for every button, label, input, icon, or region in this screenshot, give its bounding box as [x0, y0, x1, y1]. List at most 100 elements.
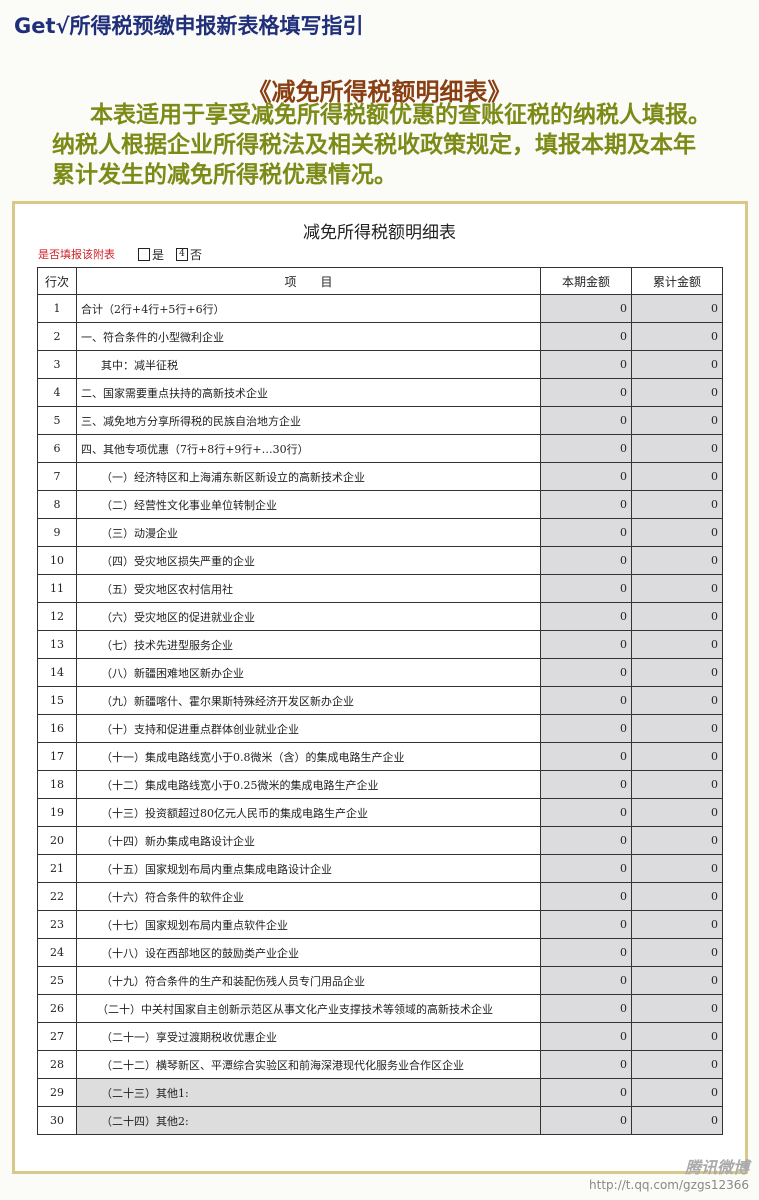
- row-number: 22: [37, 882, 77, 911]
- current-amount-cell[interactable]: 0: [540, 1106, 632, 1135]
- cumulative-amount-cell[interactable]: 0: [631, 994, 723, 1023]
- table-row: 15 （九）新疆喀什、霍尔果斯特殊经济开发区新办企业 0 0: [37, 686, 723, 715]
- weibo-watermark: 腾讯微博 http://t.qq.com/gzgs12366: [589, 1154, 749, 1192]
- table-row: 11 （五）受灾地区农村信用社 0 0: [37, 574, 723, 603]
- table-row: 27 （二十一）享受过渡期税收优惠企业 0 0: [37, 1022, 723, 1051]
- table-row: 1 合计（2行+4行+5行+6行） 0 0: [37, 294, 723, 323]
- cumulative-amount-cell[interactable]: 0: [631, 602, 723, 631]
- current-amount-cell[interactable]: 0: [540, 1050, 632, 1079]
- cumulative-amount-cell[interactable]: 0: [631, 1022, 723, 1051]
- row-item: （四）受灾地区损失严重的企业: [76, 546, 541, 575]
- current-amount-cell[interactable]: 0: [540, 574, 632, 603]
- table-row: 29 （二十三）其他1: 0 0: [37, 1078, 723, 1107]
- cumulative-amount-cell[interactable]: 0: [631, 490, 723, 519]
- current-amount-cell[interactable]: 0: [540, 602, 632, 631]
- row-number: 3: [37, 350, 77, 379]
- current-amount-cell[interactable]: 0: [540, 798, 632, 827]
- cumulative-amount-cell[interactable]: 0: [631, 770, 723, 799]
- current-amount-cell[interactable]: 0: [540, 434, 632, 463]
- checkbox-no[interactable]: 4: [176, 248, 189, 261]
- table-row: 14 （八）新疆困难地区新办企业 0 0: [37, 658, 723, 687]
- table-row: 26 （二十）中关村国家自主创新示范区从事文化产业支撑技术等领域的高新技术企业 0 0: [37, 994, 723, 1023]
- row-item: （八）新疆困难地区新办企业: [76, 658, 541, 687]
- current-amount-cell[interactable]: 0: [540, 546, 632, 575]
- current-amount-cell[interactable]: 0: [540, 686, 632, 715]
- cumulative-amount-cell[interactable]: 0: [631, 406, 723, 435]
- current-amount-cell[interactable]: 0: [540, 462, 632, 491]
- current-amount-cell[interactable]: 0: [540, 826, 632, 855]
- current-amount-cell[interactable]: 0: [540, 350, 632, 379]
- cumulative-amount-cell[interactable]: 0: [631, 826, 723, 855]
- row-item: （九）新疆喀什、霍尔果斯特殊经济开发区新办企业: [76, 686, 541, 715]
- cumulative-amount-cell[interactable]: 0: [631, 1078, 723, 1107]
- cumulative-amount-cell[interactable]: 0: [631, 854, 723, 883]
- cumulative-amount-cell[interactable]: 0: [631, 798, 723, 827]
- current-amount-cell[interactable]: 0: [540, 322, 632, 351]
- current-amount-cell[interactable]: 0: [540, 1022, 632, 1051]
- intro-text-body: 本表适用于享受减免所得税额优惠的查账征税的纳税人填报。纳税人根据企业所得税法及相…: [52, 102, 711, 188]
- current-amount-cell[interactable]: 0: [540, 966, 632, 995]
- cumulative-amount-cell[interactable]: 0: [631, 294, 723, 323]
- cumulative-amount-cell[interactable]: 0: [631, 966, 723, 995]
- row-item: （十九）符合条件的生产和装配伤残人员专门用品企业: [76, 966, 541, 995]
- fill-options: 是 4 否: [138, 246, 202, 263]
- current-amount-cell[interactable]: 0: [540, 630, 632, 659]
- row-item: （七）技术先进型服务企业: [76, 630, 541, 659]
- checkbox-yes[interactable]: [138, 248, 150, 261]
- row-item: （十七）国家规划布局内重点软件企业: [76, 910, 541, 939]
- page-title: Get√所得税预缴申报新表格填写指引: [14, 14, 364, 38]
- row-item: （十四）新办集成电路设计企业: [76, 826, 541, 855]
- cumulative-amount-cell[interactable]: 0: [631, 350, 723, 379]
- table-row: 17 （十一）集成电路线宽小于0.8微米（含）的集成电路生产企业 0 0: [37, 742, 723, 771]
- cumulative-amount-cell[interactable]: 0: [631, 574, 723, 603]
- row-number: 5: [37, 406, 77, 435]
- row-item: （十三）投资额超过80亿元人民币的集成电路生产企业: [76, 798, 541, 827]
- cumulative-amount-cell[interactable]: 0: [631, 322, 723, 351]
- row-number: 29: [37, 1078, 77, 1107]
- row-number: 17: [37, 742, 77, 771]
- table-row: 21 （十五）国家规划布局内重点集成电路设计企业 0 0: [37, 854, 723, 883]
- cumulative-amount-cell[interactable]: 0: [631, 742, 723, 771]
- cumulative-amount-cell[interactable]: 0: [631, 882, 723, 911]
- row-item: （二十四）其他2:: [76, 1106, 541, 1135]
- table-row: 2 一、符合条件的小型微利企业 0 0: [37, 322, 723, 351]
- cumulative-amount-cell[interactable]: 0: [631, 462, 723, 491]
- current-amount-cell[interactable]: 0: [540, 770, 632, 799]
- row-number: 11: [37, 574, 77, 603]
- current-amount-cell[interactable]: 0: [540, 378, 632, 407]
- cumulative-amount-cell[interactable]: 0: [631, 546, 723, 575]
- cumulative-amount-cell[interactable]: 0: [631, 378, 723, 407]
- row-number: 28: [37, 1050, 77, 1079]
- current-amount-cell[interactable]: 0: [540, 658, 632, 687]
- current-amount-cell[interactable]: 0: [540, 938, 632, 967]
- current-amount-cell[interactable]: 0: [540, 518, 632, 547]
- table-row: 5 三、减免地方分享所得税的民族自治地方企业 0 0: [37, 406, 723, 435]
- current-amount-cell[interactable]: 0: [540, 294, 632, 323]
- table-row: 20 （十四）新办集成电路设计企业 0 0: [37, 826, 723, 855]
- row-item: （二十三）其他1:: [76, 1078, 541, 1107]
- current-amount-cell[interactable]: 0: [540, 490, 632, 519]
- cumulative-amount-cell[interactable]: 0: [631, 1106, 723, 1135]
- current-amount-cell[interactable]: 0: [540, 406, 632, 435]
- cumulative-amount-cell[interactable]: 0: [631, 938, 723, 967]
- row-item: （十一）集成电路线宽小于0.8微米（含）的集成电路生产企业: [76, 742, 541, 771]
- current-amount-cell[interactable]: 0: [540, 714, 632, 743]
- row-item: 其中：减半征税: [76, 350, 541, 379]
- current-amount-cell[interactable]: 0: [540, 994, 632, 1023]
- cumulative-amount-cell[interactable]: 0: [631, 630, 723, 659]
- cumulative-amount-cell[interactable]: 0: [631, 686, 723, 715]
- current-amount-cell[interactable]: 0: [540, 742, 632, 771]
- current-amount-cell[interactable]: 0: [540, 1078, 632, 1107]
- current-amount-cell[interactable]: 0: [540, 854, 632, 883]
- cumulative-amount-cell[interactable]: 0: [631, 434, 723, 463]
- cumulative-amount-cell[interactable]: 0: [631, 910, 723, 939]
- row-item: （二十一）享受过渡期税收优惠企业: [76, 1022, 541, 1051]
- row-number: 20: [37, 826, 77, 855]
- cumulative-amount-cell[interactable]: 0: [631, 714, 723, 743]
- table-row: 13 （七）技术先进型服务企业 0 0: [37, 630, 723, 659]
- cumulative-amount-cell[interactable]: 0: [631, 658, 723, 687]
- current-amount-cell[interactable]: 0: [540, 910, 632, 939]
- cumulative-amount-cell[interactable]: 0: [631, 1050, 723, 1079]
- cumulative-amount-cell[interactable]: 0: [631, 518, 723, 547]
- current-amount-cell[interactable]: 0: [540, 882, 632, 911]
